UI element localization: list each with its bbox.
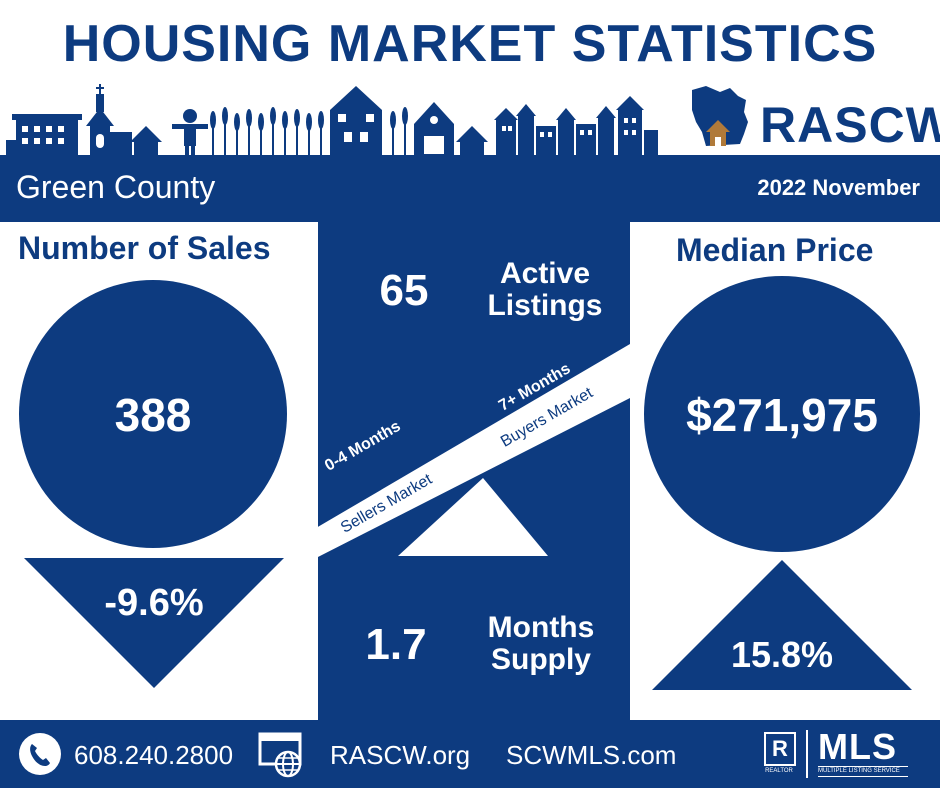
mls-subtext: MULTIPLE LISTING SERVICE [818, 766, 908, 777]
site-link-scwmls[interactable]: SCWMLS.com [506, 740, 677, 770]
skyline-illustration [6, 84, 658, 158]
site-link-rascw[interactable]: RASCW.org [330, 740, 471, 770]
sales-circle [19, 280, 287, 548]
brand-logo: RASCW [682, 80, 940, 155]
supply-label-line1: Months [487, 611, 595, 644]
phone-icon [19, 733, 61, 775]
realtor-icon: R REALTOR [762, 732, 796, 778]
seesaw-fulcrum [398, 478, 548, 556]
price-value: $271,975 [686, 389, 878, 441]
listings-label: Active Listings [470, 258, 620, 322]
divider [806, 730, 808, 778]
sales-heading: Number of Sales [18, 230, 271, 266]
sales-change: -9.6% [104, 582, 204, 624]
county-name: Green County [16, 169, 216, 205]
footer-bar: 608.240.2800 RASCW.org SCWMLS.com R REAL… [0, 720, 940, 788]
header-band: Green County 2022 November [0, 155, 940, 222]
price-change: 15.8% [730, 634, 834, 675]
mls-logo: MLS MULTIPLE LISTING SERVICE [818, 728, 908, 780]
brand-name: RASCW [760, 97, 940, 153]
sales-down-triangle [24, 558, 284, 688]
listings-label-line1: Active [499, 257, 591, 290]
supply-label-line2: Supply [490, 643, 591, 676]
web-icon [258, 732, 302, 778]
supply-value: 1.7 [365, 620, 427, 669]
phone-number[interactable]: 608.240.2800 [74, 740, 234, 770]
price-up-triangle [652, 560, 912, 690]
page-title: HOUSING MARKET STATISTICS [62, 15, 878, 73]
realtor-text: REALTOR [765, 768, 793, 774]
listings-label-line2: Listings [487, 289, 603, 322]
report-period: 2022 November [757, 175, 920, 200]
sales-value: 388 [114, 389, 192, 441]
price-heading: Median Price [676, 232, 874, 268]
seesaw-beam [316, 344, 630, 558]
supply-label: Months Supply [466, 612, 616, 676]
wisconsin-house-icon [692, 86, 748, 146]
mls-text: MLS [818, 726, 897, 767]
listings-value: 65 [379, 266, 429, 315]
price-circle [644, 276, 920, 552]
